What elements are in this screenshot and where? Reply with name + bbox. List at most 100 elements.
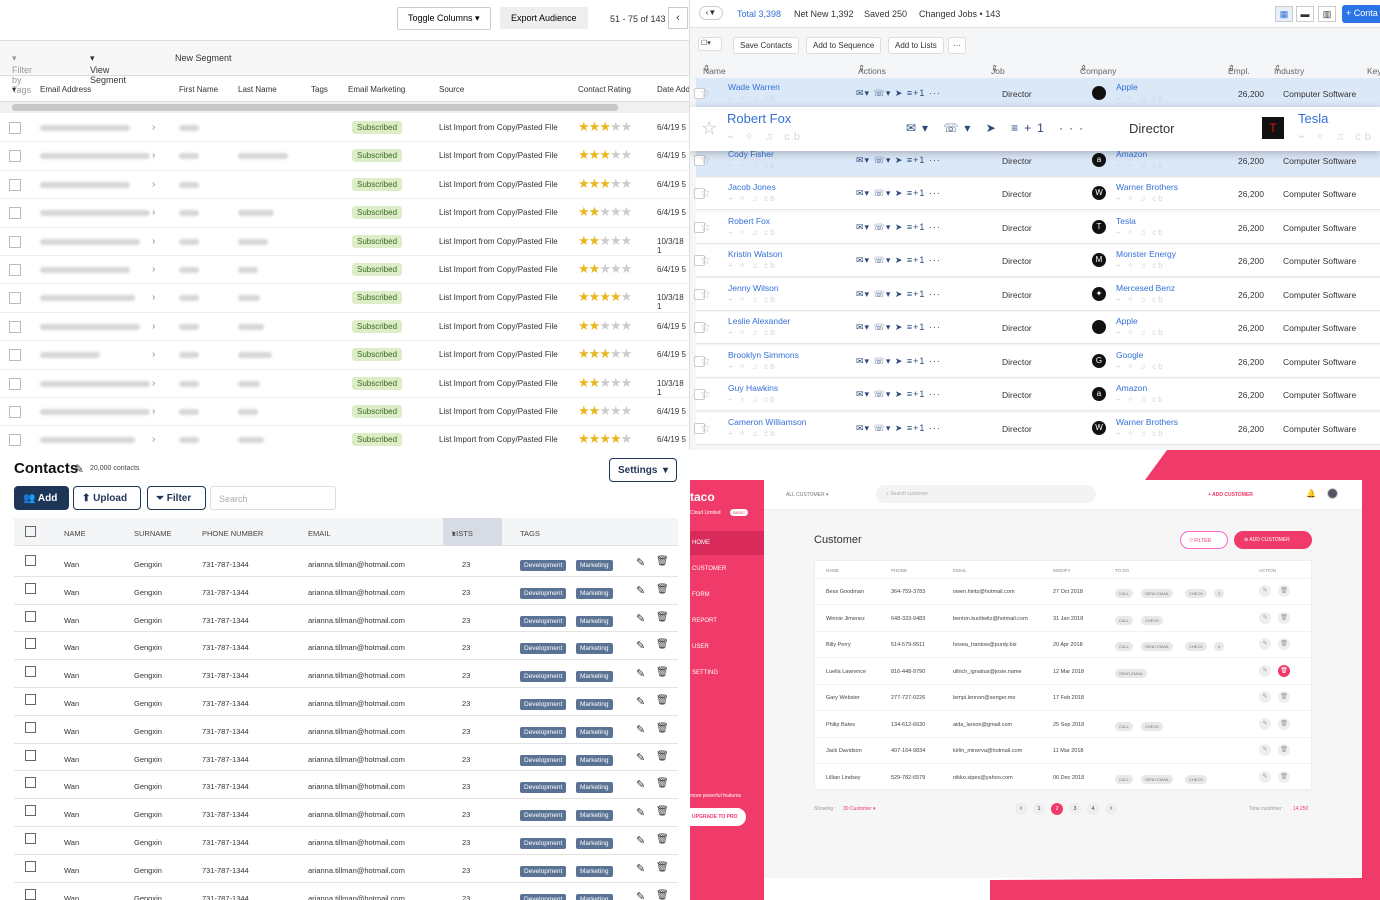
row-checkbox[interactable] <box>694 222 705 233</box>
contact-name[interactable]: Guy Hawkins <box>728 383 779 393</box>
chevron-right-icon[interactable]: › <box>152 122 156 133</box>
table-row[interactable]: Wan Gengxin 731-787-1344 arianna.tillman@ho… <box>14 605 678 633</box>
table-row[interactable]: Wan Gengxin 731-787-1344 arianna.tillman@ho… <box>14 883 678 900</box>
todo-pill[interactable]: CHECK <box>1185 589 1208 598</box>
add-contact-button[interactable]: + Conta <box>1342 5 1380 23</box>
prospect-row[interactable]: ☆ Robert Fox ⌁ ✧ ♫ cb ✉▾ ☏▾ ➤ ≡+1 ··· Direct… <box>694 212 1380 244</box>
tag-development[interactable]: Development <box>520 643 567 655</box>
col-header[interactable]: Email Address <box>40 85 92 94</box>
col-header[interactable]: Job Title ⇕ <box>991 63 1007 86</box>
contact-name[interactable]: Brooklyn Simmons <box>728 350 799 360</box>
todo-pill[interactable]: CALL <box>1115 615 1134 625</box>
tag-marketing[interactable]: Marketing <box>576 587 613 599</box>
row-checkbox[interactable] <box>9 320 21 333</box>
zoom-contact-name[interactable]: Robert Fox <box>727 111 792 126</box>
row-checkbox[interactable] <box>9 377 21 390</box>
table-row[interactable]: › Subscribed List Import from Copy/Pasted … <box>0 370 689 398</box>
table-row[interactable]: Wan Gengxin 731-787-1344 arianna.tillman@ho… <box>14 771 678 800</box>
col-name[interactable]: NAME <box>64 529 86 538</box>
row-action-icons[interactable]: ✉▾ ☏▾ ➤ ≡+1 ··· <box>856 289 941 299</box>
chevron-right-icon[interactable]: › <box>152 320 156 332</box>
tag-marketing[interactable]: Marketing <box>576 643 613 655</box>
row-checkbox[interactable] <box>694 255 705 266</box>
prospect-row[interactable]: ☆ Cameron Williamson ⌁ ✧ ♫ cb ✉▾ ☏▾ ➤ ≡+1 ·… <box>694 413 1380 445</box>
col-header[interactable]: Last Name <box>238 85 277 94</box>
chevron-right-icon[interactable]: › <box>152 377 156 389</box>
row-checkbox[interactable] <box>25 860 36 872</box>
edit-icon[interactable]: ✎ <box>1259 638 1271 650</box>
todo-pill[interactable]: 2 <box>1214 589 1225 598</box>
tag-marketing[interactable]: Marketing <box>576 754 613 766</box>
edit-pencil-icon[interactable]: ✎ <box>636 668 646 681</box>
contact-name[interactable]: Jacob Jones <box>728 182 776 192</box>
star-icon[interactable]: ☆ <box>700 387 711 401</box>
company-social-icon[interactable]: ⌁ ✧ ♫ cb <box>1116 295 1165 304</box>
social-links-icon[interactable]: ⌁ ✧ ♫ cb <box>728 94 777 103</box>
todo-pill[interactable]: CALL <box>1115 774 1134 784</box>
todo-pill[interactable]: CHECK <box>1141 721 1164 731</box>
todo-pill[interactable]: SEND EMAIL <box>1141 642 1174 651</box>
tag-marketing[interactable]: Marketing <box>576 893 613 900</box>
tag-development[interactable]: Development <box>520 726 567 738</box>
social-links-icon[interactable]: ⌁ ✧ ♫ cb <box>728 395 777 404</box>
col-header[interactable]: Source <box>439 85 465 94</box>
table-row[interactable]: › Subscribed List Import from Copy/Pasted … <box>0 199 689 228</box>
star-icon[interactable]: ☆ <box>701 118 718 138</box>
prospect-row[interactable]: ☆ Jenny Wilson ⌁ ✧ ♫ cb ✉▾ ☏▾ ➤ ≡+1 ··· Dire… <box>694 279 1380 311</box>
tag-marketing[interactable]: Marketing <box>576 782 613 794</box>
card-view-icon[interactable]: ▬ <box>1296 6 1314 22</box>
table-row[interactable]: › Subscribed List Import from Copy/Pasted … <box>0 256 689 285</box>
company-social-icon[interactable]: ⌁ ✧ ♫ cb <box>1116 261 1165 270</box>
row-checkbox[interactable] <box>25 555 36 566</box>
row-checkbox[interactable] <box>25 694 36 705</box>
row-action-icons[interactable]: ✉▾ ☏▾ ➤ ≡+1 ··· <box>856 88 941 98</box>
star-icon[interactable]: ☆ <box>700 220 711 234</box>
table-row[interactable]: Wan Gengxin 731-787-1344 arianna.tillman@ho… <box>14 688 678 716</box>
star-icon[interactable]: ☆ <box>700 287 711 301</box>
tag-marketing[interactable]: Marketing <box>576 726 613 738</box>
social-links-icon[interactable]: ⌁ ✧ ♫ cb <box>727 131 804 143</box>
col-phone[interactable]: PHONE NUMBER <box>202 529 264 538</box>
col-header[interactable]: Contact Rating <box>578 85 631 94</box>
row-checkbox[interactable] <box>9 178 21 191</box>
row-checkbox[interactable] <box>25 638 36 650</box>
contact-name[interactable]: Leslie Alexander <box>728 316 791 326</box>
tag-development[interactable]: Development <box>520 699 567 710</box>
tab-total[interactable]: Total 3,398 <box>737 9 782 19</box>
company-name[interactable]: Apple <box>1116 82 1138 92</box>
chevron-right-icon[interactable]: › <box>152 349 156 361</box>
delete-icon[interactable]: 🗑 <box>1278 585 1290 597</box>
row-checkbox[interactable] <box>694 289 705 300</box>
row-checkbox[interactable] <box>694 356 705 367</box>
delete-icon[interactable]: 🗑 <box>1278 638 1290 650</box>
save-contacts-button[interactable]: Save Contacts <box>733 37 800 54</box>
col-header[interactable]: Company ⇕ <box>1080 63 1117 76</box>
social-links-icon[interactable]: ⌁ ✧ ♫ cb <box>728 161 777 170</box>
row-checkbox[interactable] <box>694 389 705 400</box>
tag-development[interactable]: Development <box>520 782 567 794</box>
prev-page-icon[interactable]: ‹ <box>1015 803 1027 815</box>
edit-pencil-icon[interactable]: ✎ <box>636 890 646 900</box>
row-checkbox[interactable] <box>25 582 36 594</box>
row-checkbox[interactable] <box>25 666 36 678</box>
table-row[interactable]: › Subscribed List Import from Copy/Pasted … <box>0 171 689 200</box>
table-row[interactable]: › Subscribed List Import from Copy/Pasted … <box>0 142 689 171</box>
contact-name[interactable]: Wade Warren <box>728 82 780 92</box>
delete-icon[interactable]: 🗑 <box>1278 664 1290 677</box>
filter-toggle-icon[interactable]: ‹▼ <box>699 6 723 20</box>
more-actions-icon[interactable]: ··· <box>948 37 966 54</box>
sidebar-item-setting[interactable]: SETTING <box>692 670 719 676</box>
tag-development[interactable]: Development <box>520 810 567 822</box>
company-name[interactable]: Warner Brothers <box>1116 417 1179 427</box>
sidebar-item-form[interactable]: FORM <box>692 592 710 598</box>
trash-icon[interactable]: 🗑 <box>656 667 669 679</box>
todo-pill[interactable]: CALL <box>1115 721 1134 731</box>
edit-pencil-icon[interactable]: ✎ <box>636 807 646 820</box>
tag-development[interactable]: Development <box>520 587 567 599</box>
contact-name[interactable]: Cameron Williamson <box>728 417 807 427</box>
sidebar-item-report[interactable]: REPORT <box>692 618 717 624</box>
company-social-icon[interactable]: ⌁ ✧ ♫ cb <box>1116 194 1165 203</box>
upload-button[interactable]: ⬆ Upload <box>73 486 141 510</box>
filter-pill-button[interactable]: ▽ FILTER <box>1180 531 1228 549</box>
bell-icon[interactable]: 🔔 <box>1306 489 1316 498</box>
